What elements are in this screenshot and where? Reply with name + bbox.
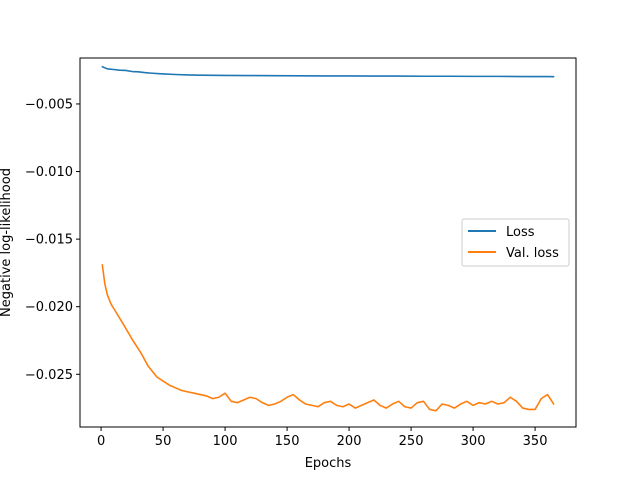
x-tick-label: 0 <box>97 434 105 449</box>
y-tick-label: −0.015 <box>25 233 73 248</box>
legend-label-loss: Loss <box>506 225 535 240</box>
x-axis-label: Epochs <box>305 456 352 471</box>
y-tick-label: −0.010 <box>25 165 73 180</box>
x-tick-label: 250 <box>399 434 424 449</box>
x-tick-label: 50 <box>155 434 172 449</box>
x-tick-label: 300 <box>461 434 486 449</box>
y-tick-label: −0.025 <box>25 368 73 383</box>
plot-frame <box>79 57 577 428</box>
x-tick-label: 350 <box>523 434 548 449</box>
x-tick-label: 150 <box>275 434 300 449</box>
y-tick-label: −0.020 <box>25 300 73 315</box>
legend-label-val-loss: Val. loss <box>506 246 559 261</box>
y-axis-ticks: −0.005 −0.010 −0.015 −0.020 −0.025 <box>25 97 80 383</box>
y-axis-label: Negative log-likelihood <box>0 168 14 317</box>
y-tick-label: −0.005 <box>25 97 73 112</box>
legend: Loss Val. loss <box>461 218 570 267</box>
series-layer <box>101 65 555 412</box>
x-tick-label: 100 <box>213 434 238 449</box>
x-axis-ticks: 0 50 100 150 200 250 300 350 <box>97 427 548 449</box>
x-tick-label: 200 <box>337 434 362 449</box>
series-line-loss <box>101 65 555 78</box>
series-line-val-loss <box>101 264 555 412</box>
